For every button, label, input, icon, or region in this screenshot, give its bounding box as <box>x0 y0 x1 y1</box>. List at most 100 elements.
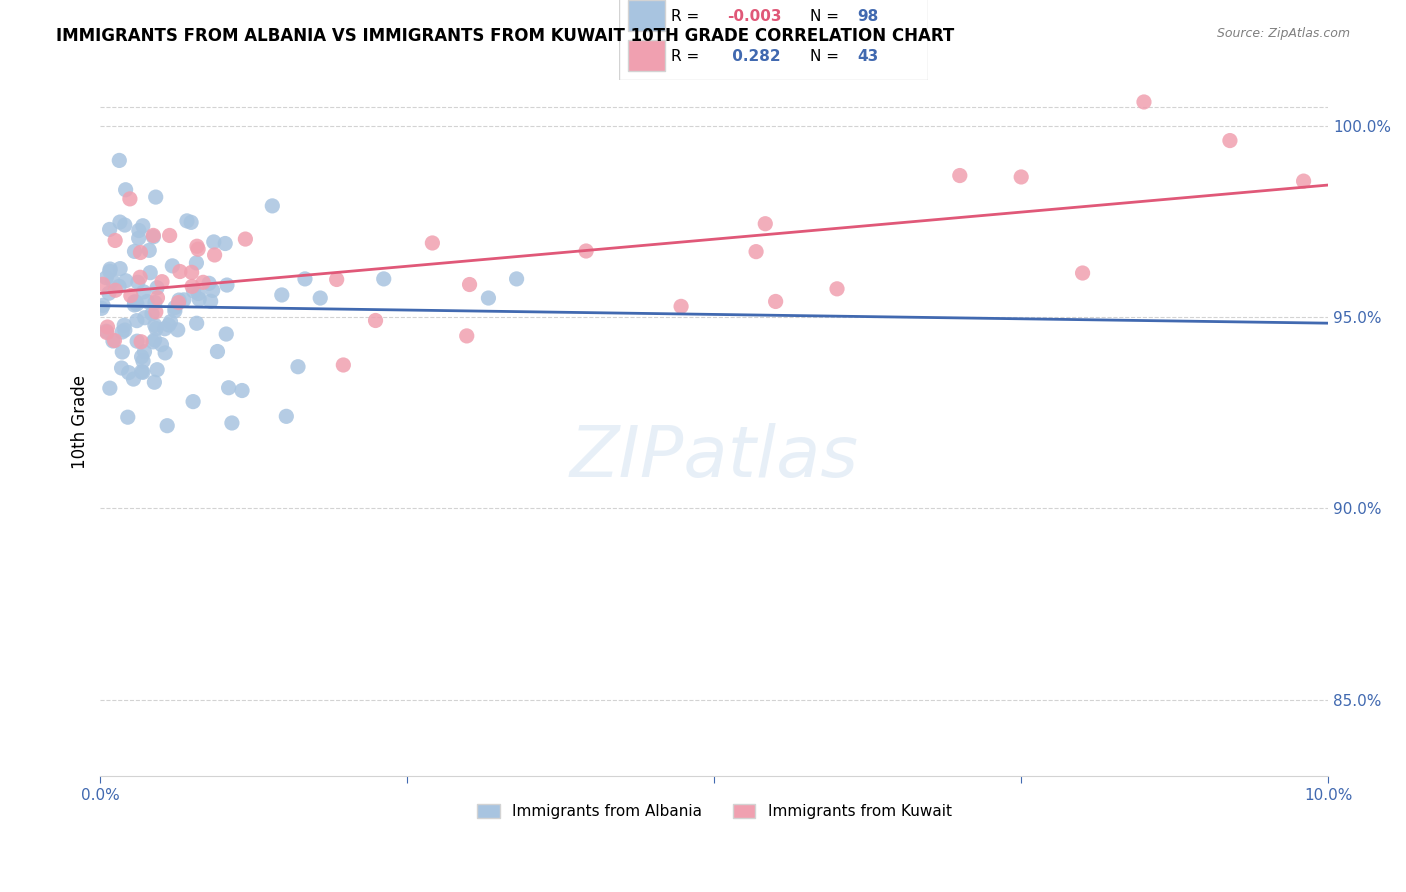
Immigrants from Albania <box>132 354 155 368</box>
Legend: Immigrants from Albania, Immigrants from Kuwait: Immigrants from Albania, Immigrants from… <box>471 797 957 825</box>
Immigrants from Albania <box>114 218 136 232</box>
FancyBboxPatch shape <box>628 0 665 31</box>
Immigrants from Albania <box>125 295 148 310</box>
Immigrants from Albania <box>183 284 205 298</box>
Immigrants from Albania <box>132 219 155 233</box>
Immigrants from Albania <box>207 344 229 359</box>
Immigrants from Albania <box>181 394 204 409</box>
FancyBboxPatch shape <box>628 40 665 71</box>
Immigrants from Kuwait <box>118 192 141 206</box>
Immigrants from Albania <box>118 366 141 380</box>
Immigrants from Kuwait <box>187 242 209 256</box>
Immigrants from Albania <box>270 288 292 302</box>
Immigrants from Kuwait <box>575 244 598 258</box>
Immigrants from Albania <box>143 375 166 389</box>
Immigrants from Albania <box>145 321 167 335</box>
Immigrants from Albania <box>159 315 181 329</box>
Immigrants from Albania <box>128 231 150 245</box>
Immigrants from Albania <box>101 334 124 348</box>
Immigrants from Albania <box>98 222 121 236</box>
Immigrants from Albania <box>98 264 121 278</box>
Immigrants from Kuwait <box>120 288 142 302</box>
Immigrants from Kuwait <box>456 329 478 343</box>
Immigrants from Kuwait <box>1010 169 1032 184</box>
Immigrants from Albania <box>231 384 253 398</box>
Immigrants from Albania <box>276 409 298 424</box>
Immigrants from Kuwait <box>949 169 972 183</box>
Immigrants from Albania <box>262 199 284 213</box>
Immigrants from Albania <box>124 244 146 259</box>
Immigrants from Albania <box>108 215 131 229</box>
Immigrants from Kuwait <box>1219 134 1241 148</box>
Immigrants from Kuwait <box>332 358 354 372</box>
Immigrants from Albania <box>186 316 208 330</box>
Text: ZIPatlas: ZIPatlas <box>569 423 859 492</box>
Immigrants from Albania <box>90 301 112 316</box>
Immigrants from Albania <box>173 293 195 307</box>
Text: -0.003: -0.003 <box>727 9 782 23</box>
Immigrants from Albania <box>111 345 134 359</box>
Immigrants from Albania <box>111 325 134 339</box>
Immigrants from Albania <box>167 293 190 307</box>
Immigrants from Kuwait <box>422 235 444 250</box>
Immigrants from Albania <box>505 272 527 286</box>
Immigrants from Albania <box>98 262 121 277</box>
Immigrants from Kuwait <box>235 232 257 246</box>
Immigrants from Kuwait <box>146 291 169 305</box>
Immigrants from Albania <box>142 229 165 244</box>
Immigrants from Albania <box>110 361 132 376</box>
Immigrants from Albania <box>215 326 238 341</box>
Immigrants from Albania <box>134 344 156 359</box>
Immigrants from Albania <box>114 183 136 197</box>
Immigrants from Kuwait <box>186 239 208 253</box>
Immigrants from Albania <box>108 279 131 293</box>
Immigrants from Kuwait <box>169 264 191 278</box>
Immigrants from Albania <box>101 274 124 288</box>
Immigrants from Albania <box>202 235 225 249</box>
Immigrants from Albania <box>215 278 238 293</box>
Immigrants from Albania <box>128 223 150 237</box>
Immigrants from Kuwait <box>129 270 152 285</box>
Immigrants from Albania <box>142 334 165 349</box>
Immigrants from Kuwait <box>104 234 127 248</box>
Immigrants from Albania <box>91 298 114 312</box>
Immigrants from Albania <box>373 272 395 286</box>
Immigrants from Albania <box>187 286 209 301</box>
Text: N =: N = <box>810 9 844 23</box>
Immigrants from Kuwait <box>150 275 173 289</box>
Immigrants from Kuwait <box>458 277 481 292</box>
Immigrants from Albania <box>96 324 118 338</box>
Immigrants from Albania <box>127 334 149 348</box>
Immigrants from Kuwait <box>180 265 202 279</box>
Immigrants from Kuwait <box>91 277 114 292</box>
Immigrants from Albania <box>124 298 146 312</box>
Immigrants from Kuwait <box>104 283 127 297</box>
Immigrants from Albania <box>309 291 332 305</box>
Immigrants from Kuwait <box>1071 266 1094 280</box>
Immigrants from Albania <box>122 372 145 386</box>
Immigrants from Albania <box>143 318 166 333</box>
Immigrants from Kuwait <box>1133 95 1156 109</box>
Immigrants from Kuwait <box>167 295 190 310</box>
Immigrants from Albania <box>214 236 236 251</box>
Immigrants from Albania <box>127 275 149 289</box>
Immigrants from Albania <box>157 318 180 332</box>
Immigrants from Albania <box>176 214 198 228</box>
Immigrants from Albania <box>143 295 166 310</box>
Immigrants from Kuwait <box>754 217 776 231</box>
Immigrants from Albania <box>287 359 309 374</box>
Text: R =: R = <box>671 9 704 23</box>
Immigrants from Albania <box>198 277 221 291</box>
Immigrants from Kuwait <box>669 299 692 313</box>
Immigrants from Albania <box>150 337 173 351</box>
Immigrants from Albania <box>114 274 136 288</box>
Immigrants from Albania <box>201 284 224 298</box>
Y-axis label: 10th Grade: 10th Grade <box>72 376 89 469</box>
Immigrants from Albania <box>108 261 131 276</box>
Immigrants from Albania <box>132 365 155 379</box>
Immigrants from Albania <box>146 362 169 376</box>
Immigrants from Kuwait <box>103 334 125 348</box>
Immigrants from Albania <box>156 418 179 433</box>
Immigrants from Albania <box>143 333 166 347</box>
Immigrants from Albania <box>294 272 316 286</box>
